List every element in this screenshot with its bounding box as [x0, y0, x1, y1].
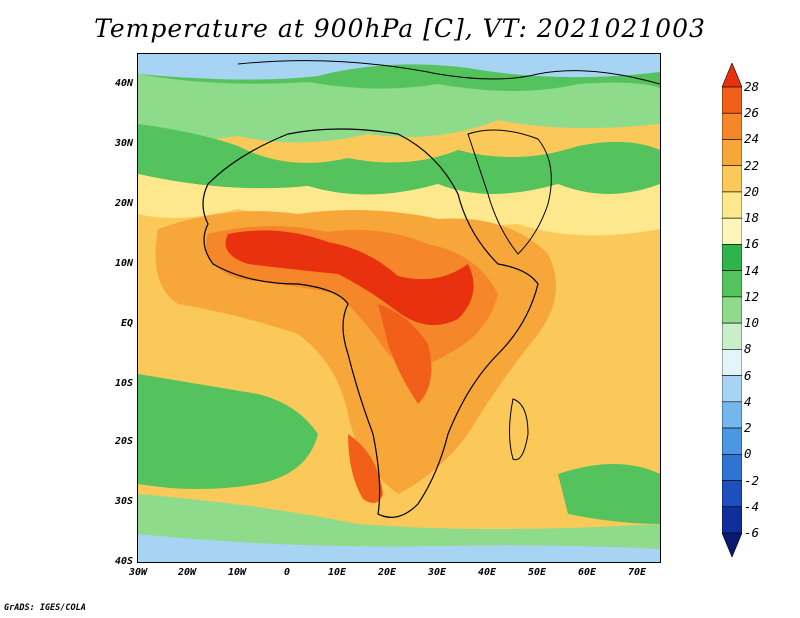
field-north-lightgreen — [138, 74, 660, 143]
colorbar-band — [722, 112, 742, 140]
arabia-coastline — [467, 129, 552, 255]
colorbar-band — [722, 453, 742, 481]
colorbar-band — [722, 427, 742, 455]
lon-label: 20W — [177, 567, 197, 578]
colorbar-blocks — [722, 63, 742, 557]
field-sahara-cream — [138, 174, 660, 236]
colorbar-band — [722, 217, 742, 245]
colorbar-label: 10 — [744, 315, 760, 331]
colorbar-band — [722, 139, 742, 167]
lat-label: 40S — [114, 556, 133, 567]
credit-text: GrADS: IGES/COLA — [4, 603, 86, 613]
lat-label: 40N — [114, 78, 133, 89]
africa-coastline — [202, 128, 539, 518]
colorbar-band — [722, 349, 742, 376]
colorbar-band — [722, 191, 742, 219]
colorbar-label: 18 — [744, 210, 760, 226]
lat-label: EQ — [120, 318, 133, 329]
colorbar-label: 12 — [744, 288, 760, 304]
madagascar-coastline — [509, 398, 529, 461]
colorbar-band — [722, 322, 742, 350]
colorbar-label: 20 — [744, 183, 760, 199]
lat-label: 20N — [114, 198, 133, 209]
lat-label: 10S — [114, 378, 133, 389]
field-north-midgreen — [138, 124, 660, 195]
lon-label: 60E — [577, 567, 597, 578]
field-hot-core — [225, 230, 474, 326]
field-indian-green — [558, 464, 660, 524]
colorbar-label: -4 — [744, 498, 760, 514]
field-atlantic-green — [138, 374, 318, 489]
field-south-blue — [138, 534, 660, 562]
lon-label: 40E — [477, 567, 497, 578]
temperature-map — [137, 53, 661, 563]
lat-label: 30N — [114, 138, 133, 149]
colorbar-label: 6 — [744, 367, 752, 383]
colorbar-band — [722, 63, 742, 88]
lon-label: 20E — [377, 567, 397, 578]
lon-label: 30E — [427, 567, 447, 578]
colorbar-band — [722, 532, 742, 557]
lon-label: 50E — [527, 567, 547, 578]
colorbar-label: -2 — [744, 472, 760, 488]
lat-label: 10N — [114, 258, 133, 269]
lon-label: 30W — [128, 567, 148, 578]
colorbar-label: 22 — [744, 157, 760, 173]
colorbar — [722, 63, 742, 557]
colorbar-label: 4 — [744, 393, 752, 409]
colorbar-label: 2 — [744, 420, 752, 436]
lat-label: 30S — [114, 496, 133, 507]
field-north-blue — [138, 54, 660, 80]
map-canvas — [138, 54, 660, 562]
lon-label: 10E — [327, 567, 347, 578]
colorbar-band — [722, 401, 742, 429]
colorbar-band — [722, 506, 742, 534]
colorbar-label: 0 — [744, 446, 752, 462]
colorbar-band — [722, 165, 742, 193]
colorbar-label: -6 — [744, 525, 760, 540]
colorbar-band — [722, 480, 742, 508]
field-south-hot — [348, 434, 383, 503]
colorbar-band — [722, 270, 742, 298]
colorbar-band — [722, 86, 742, 114]
colorbar-band — [722, 296, 742, 324]
colorbar-label: 26 — [744, 105, 760, 121]
chart-title: Temperature at 900hPa [C], VT: 202102100… — [94, 14, 706, 43]
europe-coastline — [237, 60, 660, 85]
colorbar-label: 24 — [744, 131, 760, 147]
colorbar-band — [722, 375, 742, 403]
lat-label: 20S — [114, 436, 133, 447]
colorbar-label: 16 — [744, 236, 760, 252]
field-congo-hot — [378, 304, 432, 404]
lon-label: 0 — [283, 567, 291, 578]
colorbar-label: 8 — [744, 341, 752, 357]
lon-label: 70E — [627, 567, 647, 578]
colorbar-label: 14 — [744, 262, 760, 278]
colorbar-band — [722, 244, 742, 271]
colorbar-label: 28 — [744, 79, 760, 94]
lon-label: 10W — [227, 567, 247, 578]
